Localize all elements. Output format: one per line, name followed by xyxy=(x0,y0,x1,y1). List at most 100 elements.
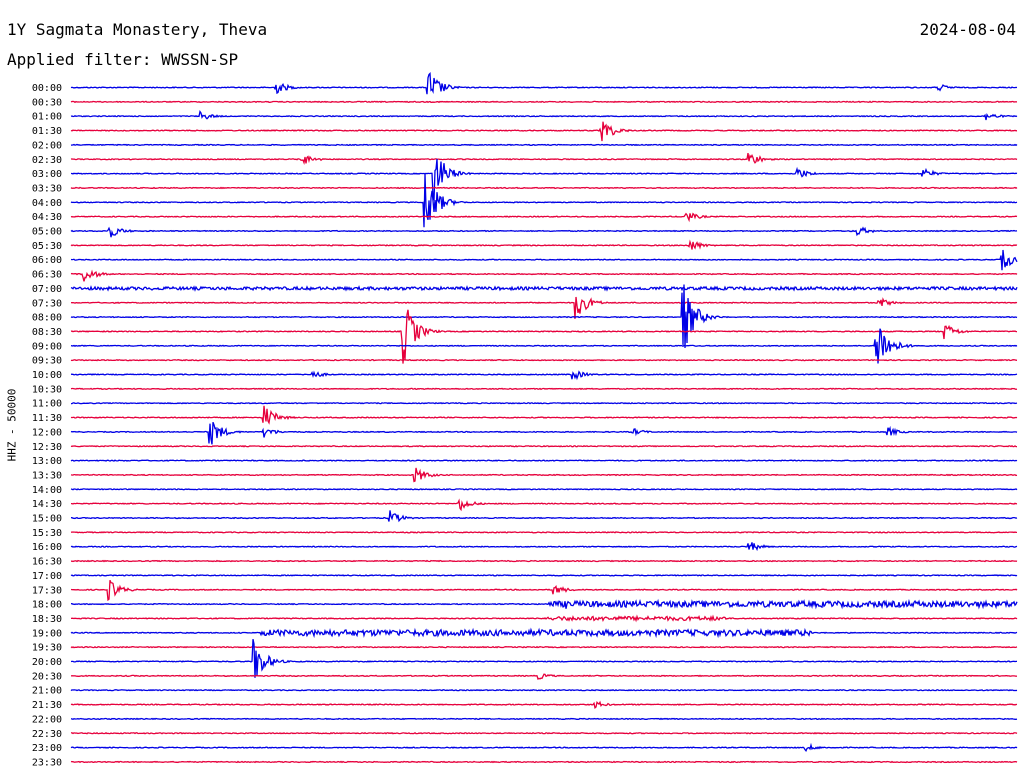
time-tick-label: 00:00 xyxy=(32,83,62,94)
trace-row-1800 xyxy=(71,598,1018,610)
trace-row-1430 xyxy=(71,498,1018,512)
trace-row-1330 xyxy=(70,467,1018,483)
trace-row-0530 xyxy=(70,239,1018,250)
time-tick-label: 07:00 xyxy=(32,284,62,295)
time-tick-label: 22:30 xyxy=(32,729,62,740)
time-tick-label: 17:30 xyxy=(32,585,62,596)
time-tick-label: 08:30 xyxy=(32,327,62,338)
time-tick-label: 21:30 xyxy=(32,700,62,711)
trace-row-2230 xyxy=(70,731,1018,735)
time-tick-label: 14:00 xyxy=(32,485,62,496)
trace-row-2100 xyxy=(70,688,1018,692)
time-tick-label: 01:30 xyxy=(32,126,62,137)
time-tick-label: 00:30 xyxy=(32,97,62,108)
trace-row-1200 xyxy=(70,421,1018,445)
time-tick-label: 14:30 xyxy=(32,499,62,510)
time-tick-label: 03:30 xyxy=(32,183,62,194)
time-tick-label: 18:30 xyxy=(32,614,62,625)
trace-row-2130 xyxy=(70,700,1018,709)
time-tick-label: 07:30 xyxy=(32,298,62,309)
time-tick-label: 05:00 xyxy=(32,227,62,238)
trace-row-1700 xyxy=(70,574,1018,577)
trace-row-0930 xyxy=(70,358,1018,362)
trace-row-2030 xyxy=(70,673,1018,680)
time-tick-label: 12:30 xyxy=(32,442,62,453)
trace-row-0500 xyxy=(70,226,1018,238)
trace-row-0200 xyxy=(70,143,1018,147)
trace-row-0000 xyxy=(70,72,1018,95)
trace-row-0430 xyxy=(70,212,1018,223)
time-tick-label: 10:00 xyxy=(32,370,62,381)
trace-row-0730 xyxy=(70,296,1018,319)
trace-row-0600 xyxy=(70,249,1018,271)
trace-row-0830 xyxy=(70,309,1017,364)
trace-row-1300 xyxy=(70,459,1018,462)
trace-row-1830 xyxy=(70,614,1018,623)
trace-row-0400 xyxy=(70,173,1018,228)
trace-row-1500 xyxy=(71,510,1018,523)
trace-row-1030 xyxy=(70,387,1018,391)
time-tick-label: 21:00 xyxy=(32,686,62,697)
time-tick-label: 06:30 xyxy=(32,270,62,281)
time-tick-label: 13:00 xyxy=(32,456,62,467)
time-tick-label: 23:00 xyxy=(32,743,62,754)
trace-row-0130 xyxy=(70,121,1018,142)
time-tick-label: 15:30 xyxy=(32,528,62,539)
trace-row-1530 xyxy=(70,531,1017,534)
trace-row-0330 xyxy=(70,186,1018,190)
trace-row-2200 xyxy=(70,717,1018,721)
date-label: 2024-08-04 xyxy=(919,20,1016,39)
time-tick-label: 04:30 xyxy=(32,212,62,223)
trace-row-0100 xyxy=(70,110,1018,121)
trace-row-1230 xyxy=(70,444,1017,448)
station-title: 1Y Sagmata Monastery, Theva xyxy=(7,20,268,39)
trace-row-1730 xyxy=(70,579,1018,602)
trace-row-2330 xyxy=(70,760,1018,764)
trace-row-1130 xyxy=(70,405,1018,425)
trace-row-1930 xyxy=(70,645,1018,649)
trace-row-0900 xyxy=(70,328,1018,364)
time-tick-label: 19:00 xyxy=(32,628,62,639)
trace-row-1630 xyxy=(70,559,1018,563)
time-tick-label: 09:30 xyxy=(32,356,62,367)
trace-row-1000 xyxy=(70,370,1018,381)
trace-row-2300 xyxy=(70,742,1018,753)
trace-row-1100 xyxy=(71,401,1018,405)
time-tick-label: 17:00 xyxy=(32,571,62,582)
trace-row-0700 xyxy=(70,285,1018,292)
time-tick-label: 09:00 xyxy=(32,341,62,352)
time-tick-label: 18:00 xyxy=(32,600,62,611)
trace-row-1900 xyxy=(70,627,1018,639)
trace-row-1400 xyxy=(70,488,1018,491)
time-tick-label: 20:30 xyxy=(32,671,62,682)
time-tick-label: 19:30 xyxy=(32,643,62,654)
trace-row-0630 xyxy=(70,269,1018,282)
time-tick-label: 02:30 xyxy=(32,155,62,166)
time-tick-label: 16:00 xyxy=(32,542,62,553)
trace-row-0300 xyxy=(71,158,1018,201)
time-tick-label: 20:00 xyxy=(32,657,62,668)
time-tick-label: 13:30 xyxy=(32,470,62,481)
time-tick-label: 11:30 xyxy=(32,413,62,424)
time-tick-label: 23:30 xyxy=(32,757,62,768)
time-tick-label: 11:00 xyxy=(32,399,62,410)
filter-label: Applied filter: WWSSN-SP xyxy=(7,50,239,69)
time-tick-label: 08:00 xyxy=(32,313,62,324)
time-tick-label: 12:00 xyxy=(32,427,62,438)
trace-row-2000 xyxy=(70,638,1017,678)
time-tick-label: 05:30 xyxy=(32,241,62,252)
time-tick-label: 02:00 xyxy=(32,140,62,151)
time-tick-label: 16:30 xyxy=(32,557,62,568)
time-tick-label: 10:30 xyxy=(32,384,62,395)
time-tick-label: 04:00 xyxy=(32,198,62,209)
time-tick-label: 06:00 xyxy=(32,255,62,266)
trace-row-0800 xyxy=(70,284,1018,349)
trace-row-0030 xyxy=(70,100,1018,104)
trace-row-1600 xyxy=(70,542,1018,552)
time-tick-label: 03:00 xyxy=(32,169,62,180)
time-tick-label: 15:00 xyxy=(32,514,62,525)
time-tick-label: 22:00 xyxy=(32,714,62,725)
time-tick-label: 01:00 xyxy=(32,112,62,123)
trace-row-0230 xyxy=(70,152,1018,165)
